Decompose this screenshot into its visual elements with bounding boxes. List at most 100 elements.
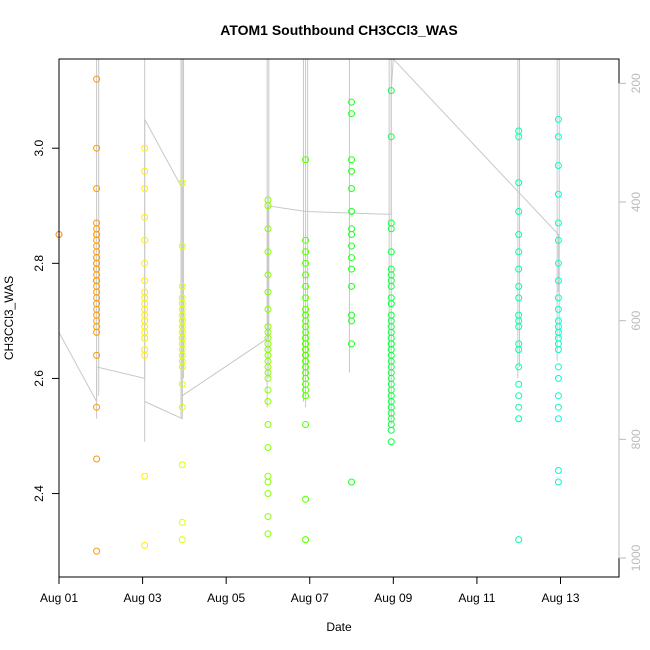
data-point-8-13 bbox=[515, 346, 523, 354]
data-point-6-2 bbox=[348, 156, 356, 164]
data-point-3-18 bbox=[178, 380, 186, 388]
data-point-9-12 bbox=[554, 328, 562, 336]
data-point-7-0 bbox=[387, 87, 395, 95]
data-point-3-0 bbox=[178, 179, 186, 187]
y-tick-label-0: 2.4 bbox=[32, 485, 46, 502]
data-point-8-18 bbox=[515, 415, 523, 423]
data-point-9-3 bbox=[554, 190, 562, 198]
data-point-9-10 bbox=[554, 317, 562, 325]
y-tick-label-3: 3.0 bbox=[32, 140, 46, 157]
data-point-2-15 bbox=[141, 334, 149, 342]
data-point-8-4 bbox=[515, 231, 523, 239]
data-point-2-0 bbox=[141, 144, 149, 152]
data-point-6-4 bbox=[348, 185, 356, 192]
x-tick-label-1: Aug 03 bbox=[124, 591, 162, 605]
data-point-4-10 bbox=[264, 340, 272, 348]
data-point-8-14 bbox=[515, 363, 523, 371]
points-layer bbox=[55, 75, 562, 555]
data-point-1-2 bbox=[93, 185, 101, 192]
data-point-8-11 bbox=[515, 323, 523, 331]
data-point-7-3 bbox=[387, 225, 395, 233]
data-point-5-0 bbox=[302, 156, 310, 164]
data-point-2-18 bbox=[141, 472, 149, 480]
x-axis-label: Date bbox=[326, 620, 352, 634]
data-point-2-2 bbox=[141, 185, 149, 192]
data-point-9-11 bbox=[554, 323, 562, 331]
data-point-4-21 bbox=[264, 472, 272, 480]
data-point-1-1 bbox=[93, 144, 101, 152]
data-point-9-0 bbox=[554, 115, 562, 123]
data-point-7-33 bbox=[387, 438, 395, 446]
data-point-4-14 bbox=[264, 363, 272, 371]
y-tick-label-1: 2.6 bbox=[32, 370, 46, 387]
data-point-7-8 bbox=[387, 282, 395, 290]
data-point-4-18 bbox=[264, 397, 272, 405]
data-point-8-3 bbox=[515, 208, 523, 216]
data-point-3-20 bbox=[178, 461, 186, 469]
x-tick-label-0: Aug 01 bbox=[40, 591, 78, 605]
data-point-8-0 bbox=[515, 127, 523, 135]
data-point-4-3 bbox=[264, 248, 272, 256]
right-tick-label-4: 1000 bbox=[629, 544, 643, 571]
data-point-3-1 bbox=[178, 242, 186, 250]
data-point-9-9 bbox=[554, 305, 562, 313]
data-point-7-1 bbox=[387, 133, 395, 141]
data-point-4-11 bbox=[264, 346, 272, 354]
data-point-8-10 bbox=[515, 317, 523, 325]
data-point-9-5 bbox=[554, 236, 562, 244]
x-tick-label-3: Aug 07 bbox=[291, 591, 329, 605]
data-point-8-16 bbox=[515, 392, 523, 400]
y-axis: 2.4 2.6 2.8 3.0 bbox=[32, 140, 60, 502]
x-axis: Aug 01 Aug 03 Aug 05 Aug 07 Aug 09 Aug 11 Aug … bbox=[40, 576, 580, 605]
data-point-2-3 bbox=[141, 213, 149, 221]
data-point-9-14 bbox=[554, 340, 562, 348]
data-point-8-9 bbox=[515, 311, 523, 319]
data-point-6-13 bbox=[348, 317, 356, 325]
x-tick-label-4: Aug 09 bbox=[374, 591, 412, 605]
data-point-8-7 bbox=[515, 282, 523, 290]
data-point-4-24 bbox=[264, 513, 272, 521]
data-point-4-23 bbox=[264, 490, 272, 498]
data-point-8-2 bbox=[515, 179, 523, 187]
data-point-4-6 bbox=[264, 305, 272, 313]
data-point-6-8 bbox=[348, 242, 356, 250]
data-point-4-15 bbox=[264, 369, 272, 377]
data-point-2-17 bbox=[141, 351, 149, 359]
data-point-6-1 bbox=[348, 110, 356, 118]
data-point-2-6 bbox=[141, 277, 149, 285]
data-point-5-29 bbox=[302, 420, 310, 428]
data-point-6-14 bbox=[348, 340, 356, 348]
data-point-4-19 bbox=[264, 420, 272, 428]
data-point-1-30 bbox=[93, 455, 101, 463]
data-point-1-27 bbox=[93, 328, 101, 336]
data-point-4-13 bbox=[264, 357, 272, 365]
data-point-9-1 bbox=[554, 133, 562, 141]
data-point-9-17 bbox=[554, 374, 562, 382]
data-point-4-12 bbox=[264, 351, 272, 359]
data-point-8-6 bbox=[515, 265, 523, 273]
data-point-5-4 bbox=[302, 271, 310, 279]
data-point-9-21 bbox=[554, 467, 562, 475]
x-tick-label-6: Aug 13 bbox=[541, 591, 579, 605]
data-point-6-5 bbox=[348, 208, 356, 216]
x-tick-label-5: Aug 11 bbox=[458, 591, 495, 605]
data-point-9-19 bbox=[554, 403, 562, 411]
data-point-3-19 bbox=[178, 403, 186, 411]
right-tick-label-1: 400 bbox=[629, 192, 643, 212]
data-point-4-25 bbox=[264, 530, 272, 538]
data-point-6-10 bbox=[348, 265, 356, 273]
right-axis: 200 400 600 800 1000 bbox=[618, 73, 643, 571]
data-point-1-28 bbox=[93, 351, 101, 359]
right-tick-label-0: 200 bbox=[629, 73, 643, 93]
data-point-6-0 bbox=[348, 98, 356, 106]
data-point-9-18 bbox=[554, 392, 562, 400]
data-point-5-28 bbox=[302, 392, 310, 400]
data-point-9-7 bbox=[554, 277, 562, 285]
data-point-3-21 bbox=[178, 518, 186, 526]
data-point-3-2 bbox=[178, 282, 186, 290]
data-point-9-15 bbox=[554, 346, 562, 354]
data-point-8-1 bbox=[515, 133, 523, 141]
data-point-2-1 bbox=[141, 167, 149, 175]
data-point-6-11 bbox=[348, 282, 356, 290]
